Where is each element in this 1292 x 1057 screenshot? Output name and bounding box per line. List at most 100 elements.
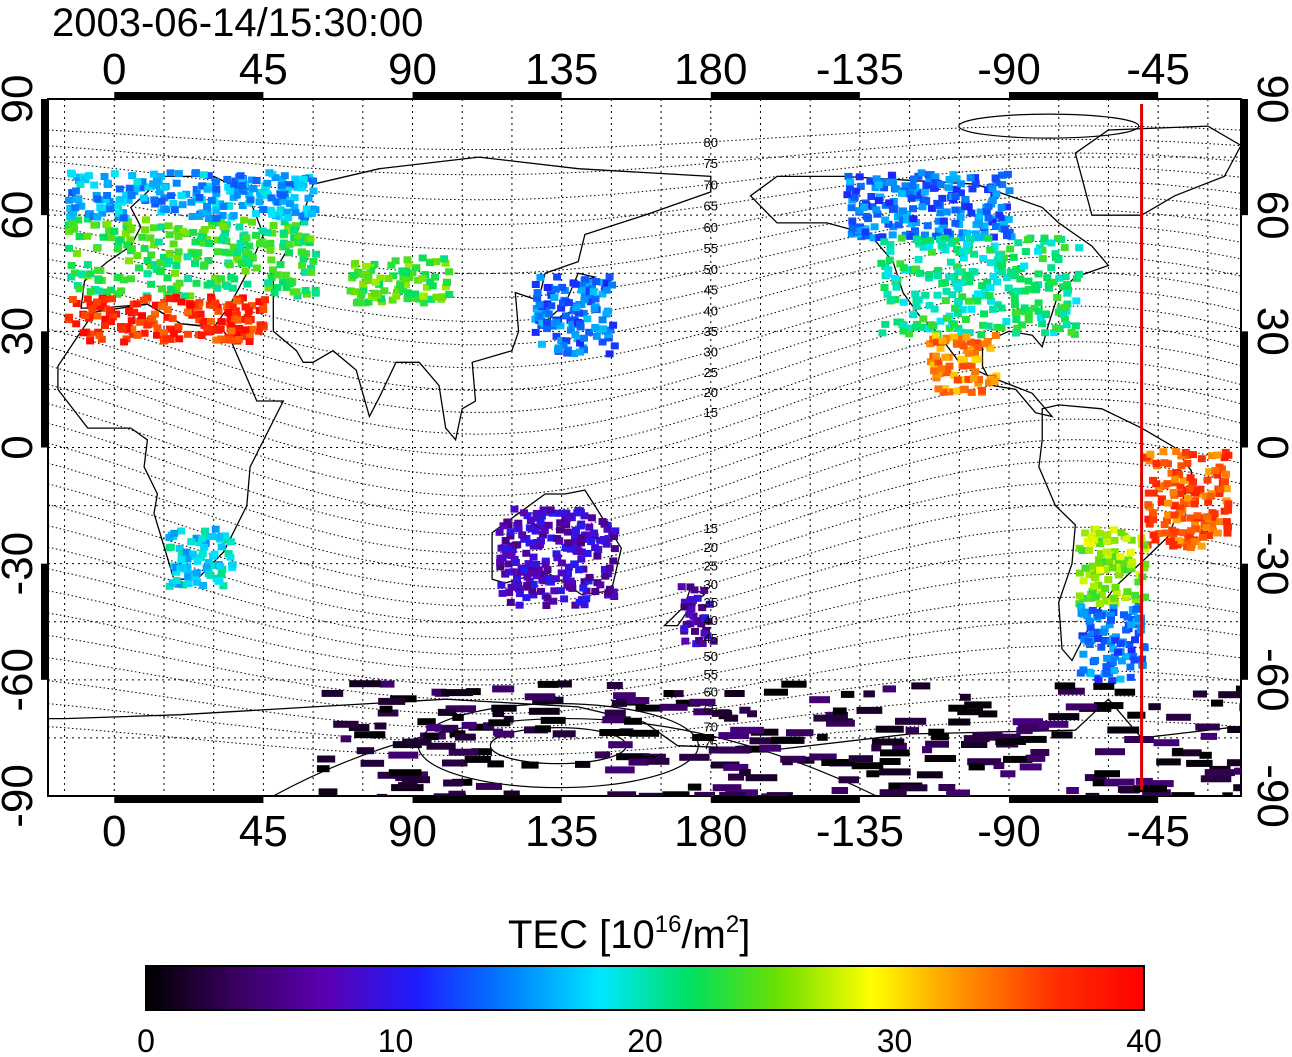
tec-cell	[219, 582, 228, 590]
tec-cell	[534, 566, 543, 574]
tec-cell	[942, 208, 951, 216]
tec-cell	[1067, 328, 1076, 336]
tec-cell	[370, 289, 379, 297]
tec-cell	[1081, 564, 1090, 572]
tec-cell	[1104, 576, 1113, 584]
tec-cell	[719, 791, 746, 796]
tec-cell	[200, 226, 209, 233]
tec-cell	[909, 311, 918, 319]
tec-cell	[1224, 500, 1233, 508]
tec-cell	[441, 283, 450, 291]
tec-cell	[285, 249, 293, 257]
tec-cell	[1086, 594, 1095, 602]
tec-cell	[534, 542, 543, 550]
tec-cell	[174, 225, 183, 233]
tec-cell	[957, 355, 966, 363]
tec-cell	[357, 291, 366, 299]
tec-cell	[577, 555, 586, 563]
tec-cell	[1102, 548, 1111, 556]
tec-cell	[1130, 656, 1139, 664]
tec-cell	[475, 782, 502, 790]
tec-cell	[388, 296, 397, 304]
tec-cell	[907, 220, 916, 228]
tec-cell	[1088, 562, 1097, 570]
tec-cell	[501, 545, 510, 553]
tec-cell	[317, 755, 336, 763]
tec-cell	[172, 568, 181, 576]
tec-cell	[964, 375, 973, 383]
tec-cell	[1072, 274, 1081, 282]
tec-cell	[367, 266, 376, 274]
tec-cell	[389, 272, 398, 280]
tec-cell	[1054, 256, 1063, 264]
tec-cell	[964, 271, 973, 279]
tec-cell	[160, 253, 168, 261]
tec-cell	[301, 250, 310, 258]
tec-cell	[1097, 643, 1106, 651]
tec-cell	[880, 284, 889, 291]
tec-cell	[1234, 767, 1241, 775]
tec-cell	[688, 596, 697, 604]
tec-cell	[1172, 516, 1181, 524]
tec-cell	[83, 232, 92, 240]
tec-cell	[278, 176, 287, 183]
tec-cell	[934, 267, 943, 275]
tec-cell	[522, 594, 531, 602]
tec-cell	[1226, 759, 1241, 767]
tec-cell	[119, 214, 128, 222]
tec-cell	[934, 217, 943, 225]
tec-cell	[990, 377, 999, 385]
tec-cell	[982, 207, 991, 215]
tec-cell	[610, 342, 619, 350]
tec-cell	[398, 267, 407, 275]
tec-cell	[515, 601, 524, 609]
contour-label: 75	[704, 737, 718, 752]
tec-cell	[610, 593, 619, 600]
tec-cell	[957, 708, 983, 716]
tec-cell	[1079, 577, 1088, 585]
tec-cell	[206, 280, 215, 288]
tec-cell	[991, 332, 1000, 339]
tec-cell	[200, 543, 209, 551]
tec-cell	[912, 219, 921, 226]
tec-cell	[905, 190, 914, 198]
tec-cell	[551, 285, 560, 293]
tec-cell	[809, 753, 837, 761]
tec-cell	[93, 195, 102, 203]
tec-cell	[1011, 301, 1019, 309]
tec-cell	[1224, 523, 1232, 531]
tec-cell	[437, 708, 457, 716]
tec-cell	[241, 303, 250, 311]
tec-cell	[967, 305, 976, 313]
tec-cell	[1134, 615, 1143, 623]
tec-cell	[1085, 641, 1094, 648]
tec-cell	[86, 288, 95, 296]
tec-cell	[985, 379, 993, 387]
tec-cell	[1038, 320, 1047, 328]
tec-cell	[1102, 669, 1111, 677]
tec-cell	[662, 791, 690, 796]
tec-cell	[524, 560, 533, 568]
tec-cell	[887, 171, 896, 179]
tec-cell	[238, 182, 247, 190]
tec-cell	[151, 301, 160, 309]
tec-cell	[118, 325, 127, 333]
bottom-lon-tick: 180	[674, 807, 747, 856]
tec-cell	[246, 196, 255, 204]
contour-label: 75	[704, 156, 718, 171]
tec-cell	[79, 329, 88, 337]
tec-cell	[1003, 203, 1011, 211]
tec-cell	[101, 322, 109, 329]
tec-cell	[1141, 560, 1150, 568]
tec-cell	[110, 227, 119, 235]
tec-cell	[407, 294, 416, 302]
tec-cell	[77, 270, 86, 278]
tec-cell	[503, 790, 520, 796]
tec-cell	[894, 213, 903, 221]
tec-cell	[131, 185, 140, 192]
tec-cell	[602, 716, 631, 724]
tec-cell	[1140, 564, 1149, 572]
top-longitude-ticks: 0 45 90 135 180 -135 -90 -45	[102, 45, 1190, 94]
tec-cell	[922, 181, 931, 189]
tec-cell	[1109, 645, 1118, 653]
